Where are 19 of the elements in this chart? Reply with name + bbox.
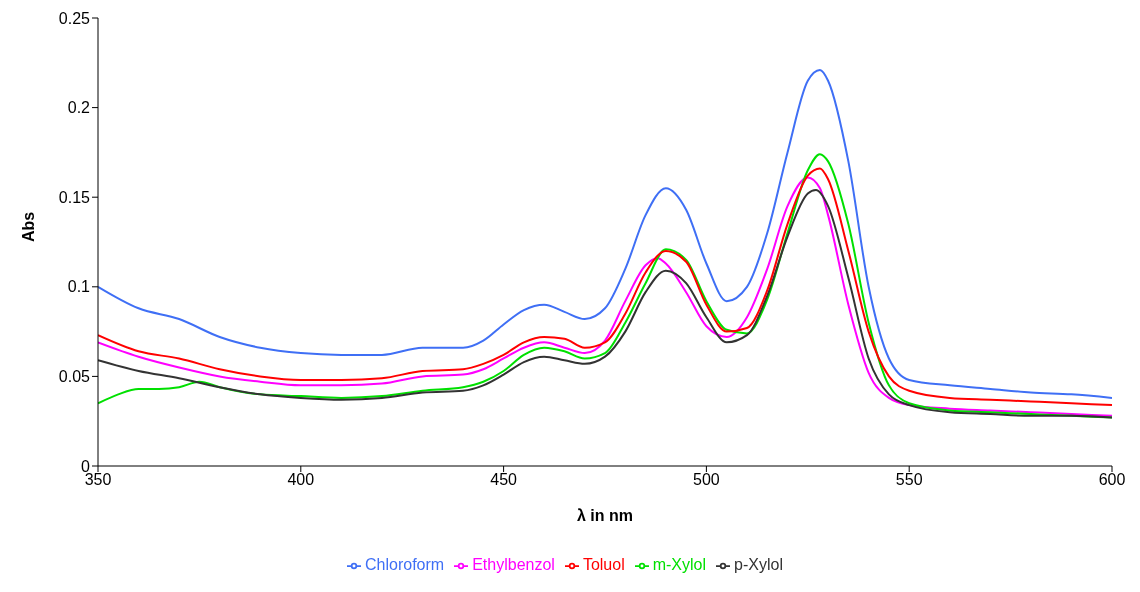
x-tick-label: 350 [84, 471, 112, 489]
x-tick-label: 550 [895, 471, 923, 489]
y-tick-label: 0.15 [58, 188, 91, 206]
x-axis-title: λ in nm [576, 507, 634, 524]
legend-label: Toluol [582, 556, 625, 573]
y-tick-label: 0.25 [58, 9, 91, 27]
x-tick-label: 600 [1098, 471, 1126, 489]
y-tick-label: 0.05 [58, 368, 91, 386]
x-tick-label: 500 [693, 471, 720, 489]
legend-label: Chloroform [365, 556, 445, 573]
y-axis-title: Abs [19, 211, 37, 242]
y-tick-label: 0.1 [67, 278, 91, 296]
legend-label: p-Xylol [734, 556, 783, 573]
legend-label: m-Xylol [652, 556, 707, 573]
y-tick-label: 0.2 [67, 99, 91, 117]
line-series [98, 68, 1112, 399]
x-tick-label: 450 [490, 471, 518, 489]
legend-label: Ethylbenzol [472, 556, 555, 573]
x-tick-label: 400 [287, 471, 315, 489]
